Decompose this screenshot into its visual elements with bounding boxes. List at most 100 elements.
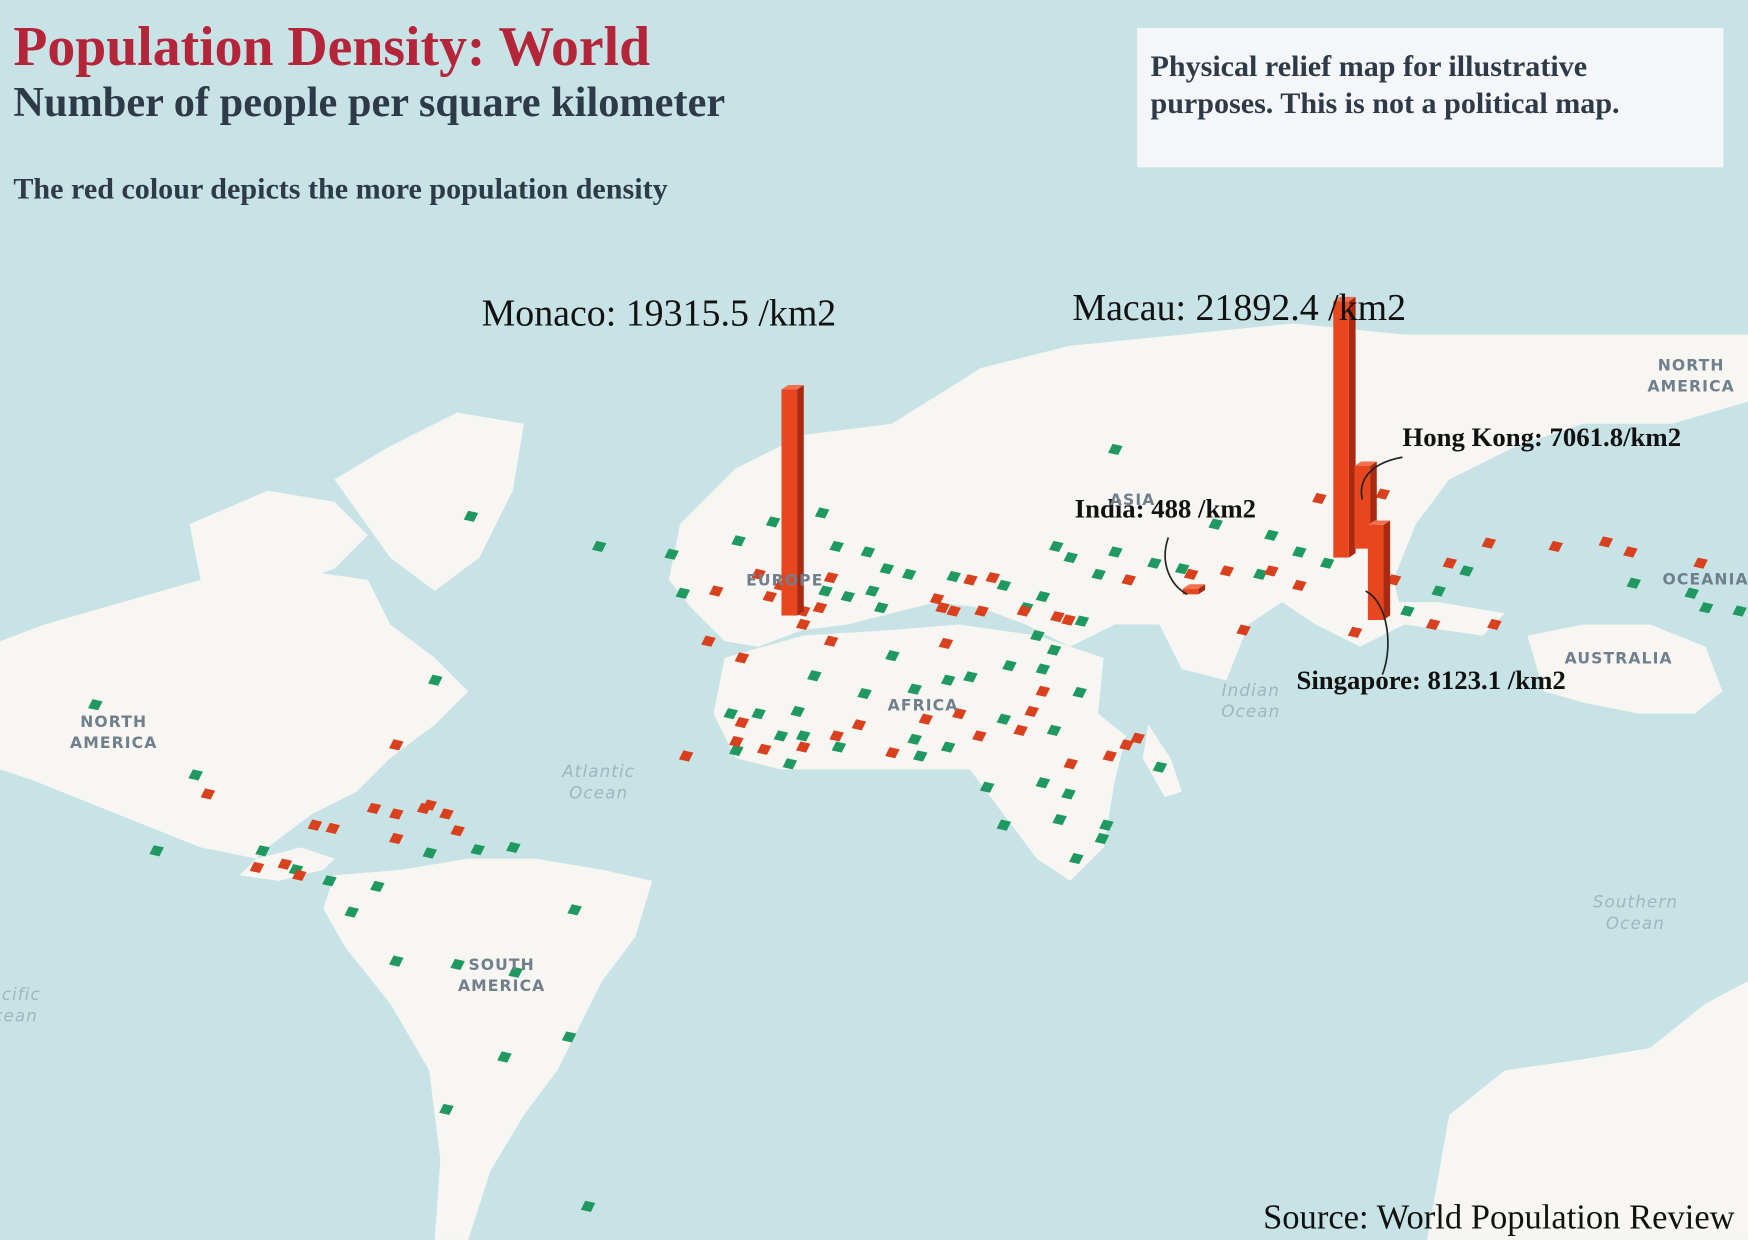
low-density-tile — [979, 781, 995, 793]
low-density-tile — [1684, 587, 1699, 599]
low-density-tile — [773, 730, 789, 742]
bar-side — [797, 384, 804, 616]
disclaimer: purposes. This is not a political map. — [1150, 86, 1619, 120]
high-density-tile — [751, 568, 766, 580]
low-density-tile — [790, 705, 805, 717]
low-density-tile — [322, 875, 337, 887]
high-density-tile — [292, 869, 307, 881]
bar-top — [1354, 461, 1377, 466]
arrows — [1164, 456, 1403, 675]
map-label: AMERICA — [458, 977, 545, 995]
low-density-tile — [1400, 605, 1415, 617]
bar-front — [1354, 465, 1371, 549]
land — [0, 323, 1748, 1240]
high-density-tile — [1548, 540, 1563, 552]
subtitle: Number of people per square kilometer — [13, 79, 725, 126]
highlight-label: India: 488 /km2 — [1075, 493, 1256, 523]
high-density-tile — [709, 585, 724, 597]
low-density-tile — [580, 1200, 596, 1212]
low-density-tile — [149, 845, 164, 857]
source: Source: World Population Review — [1263, 1199, 1735, 1237]
low-density-tile — [1030, 630, 1045, 642]
low-density-tile — [1431, 585, 1446, 597]
map-label: AMERICA — [70, 734, 157, 752]
high-density-tile — [1063, 758, 1079, 770]
map-label: Ocean — [569, 782, 628, 802]
high-density-tile — [366, 802, 382, 814]
low-density-tile — [1208, 518, 1223, 530]
high-density-tile — [795, 741, 811, 753]
bar-top — [781, 384, 804, 390]
low-density-tile — [1091, 568, 1106, 580]
high-density-tile — [439, 808, 454, 820]
low-density-tile — [765, 516, 781, 528]
high-density-tile — [1386, 574, 1402, 586]
low-density-tile — [857, 688, 872, 700]
low-density-tile — [1049, 540, 1064, 552]
high-density-tile — [974, 605, 989, 617]
bar — [1182, 584, 1206, 595]
low-density-tile — [1061, 788, 1076, 800]
bar-top — [1182, 584, 1206, 589]
map-label: OCEANIA — [1663, 570, 1748, 588]
low-density-tile — [1035, 663, 1051, 675]
low-density-tile — [996, 819, 1012, 831]
high-density-tile — [1598, 536, 1614, 548]
low-density-tile — [751, 708, 766, 720]
low-density-tile — [1052, 813, 1067, 826]
low-density-tile — [675, 587, 691, 599]
high-density-tile — [918, 713, 934, 725]
bar — [781, 384, 804, 616]
high-density-tile — [1050, 611, 1065, 623]
high-density-tile — [678, 750, 694, 762]
low-density-tile — [879, 563, 895, 575]
low-density-tile — [731, 535, 746, 547]
map-label: ASIA — [1110, 491, 1156, 509]
high-density-tile — [389, 832, 404, 845]
low-density-tile — [1732, 605, 1747, 617]
high-density-tile — [795, 618, 811, 631]
low-density-tile — [946, 570, 961, 583]
high-density-tile — [1130, 732, 1145, 744]
highlight-label: Singapore: 8123.1 /km2 — [1297, 665, 1566, 695]
high-density-tile — [1623, 546, 1638, 558]
low-density-tile — [428, 674, 443, 686]
low-density-tile — [1152, 761, 1168, 773]
low-density-tile — [1292, 546, 1307, 558]
low-density-tile — [723, 708, 738, 720]
low-density-tile — [1626, 577, 1641, 589]
high-density-tile — [307, 819, 323, 831]
high-density-tile — [389, 739, 404, 751]
high-density-tile — [1375, 488, 1391, 500]
high-density-tile — [1236, 624, 1251, 636]
disclaimer-box — [1137, 28, 1724, 168]
low-density-tile — [885, 650, 900, 662]
low-density-tile — [814, 507, 830, 519]
bar-top — [1333, 296, 1356, 302]
high-density-tile — [734, 652, 750, 664]
low-density-tile — [664, 548, 679, 560]
high-density-tile — [829, 730, 844, 742]
map-label: AFRICA — [888, 696, 959, 714]
map-label: Ocean — [1221, 701, 1280, 721]
bar-front — [1367, 524, 1384, 620]
low-density-tile — [1459, 565, 1474, 577]
low-density-tile — [1002, 660, 1017, 672]
high-density-tile — [1061, 614, 1076, 626]
low-density-tile — [1074, 615, 1090, 627]
high-density-tile — [450, 825, 465, 837]
low-density-tile — [1264, 529, 1279, 541]
low-density-tile — [1046, 724, 1062, 736]
high-density-tile — [952, 708, 967, 720]
low-density-tile — [1099, 819, 1114, 831]
bar — [1333, 296, 1356, 558]
bar-side — [1383, 520, 1391, 620]
low-density-tile — [874, 602, 889, 614]
low-density-tile — [996, 713, 1012, 725]
arrow — [1164, 537, 1188, 596]
low-density-tile — [561, 1031, 577, 1043]
high-density-tile — [756, 743, 772, 755]
highlight-label: Hong Kong: 7061.8/km2 — [1402, 422, 1681, 452]
high-density-tile — [1219, 565, 1235, 577]
high-density-tile — [1024, 705, 1039, 717]
